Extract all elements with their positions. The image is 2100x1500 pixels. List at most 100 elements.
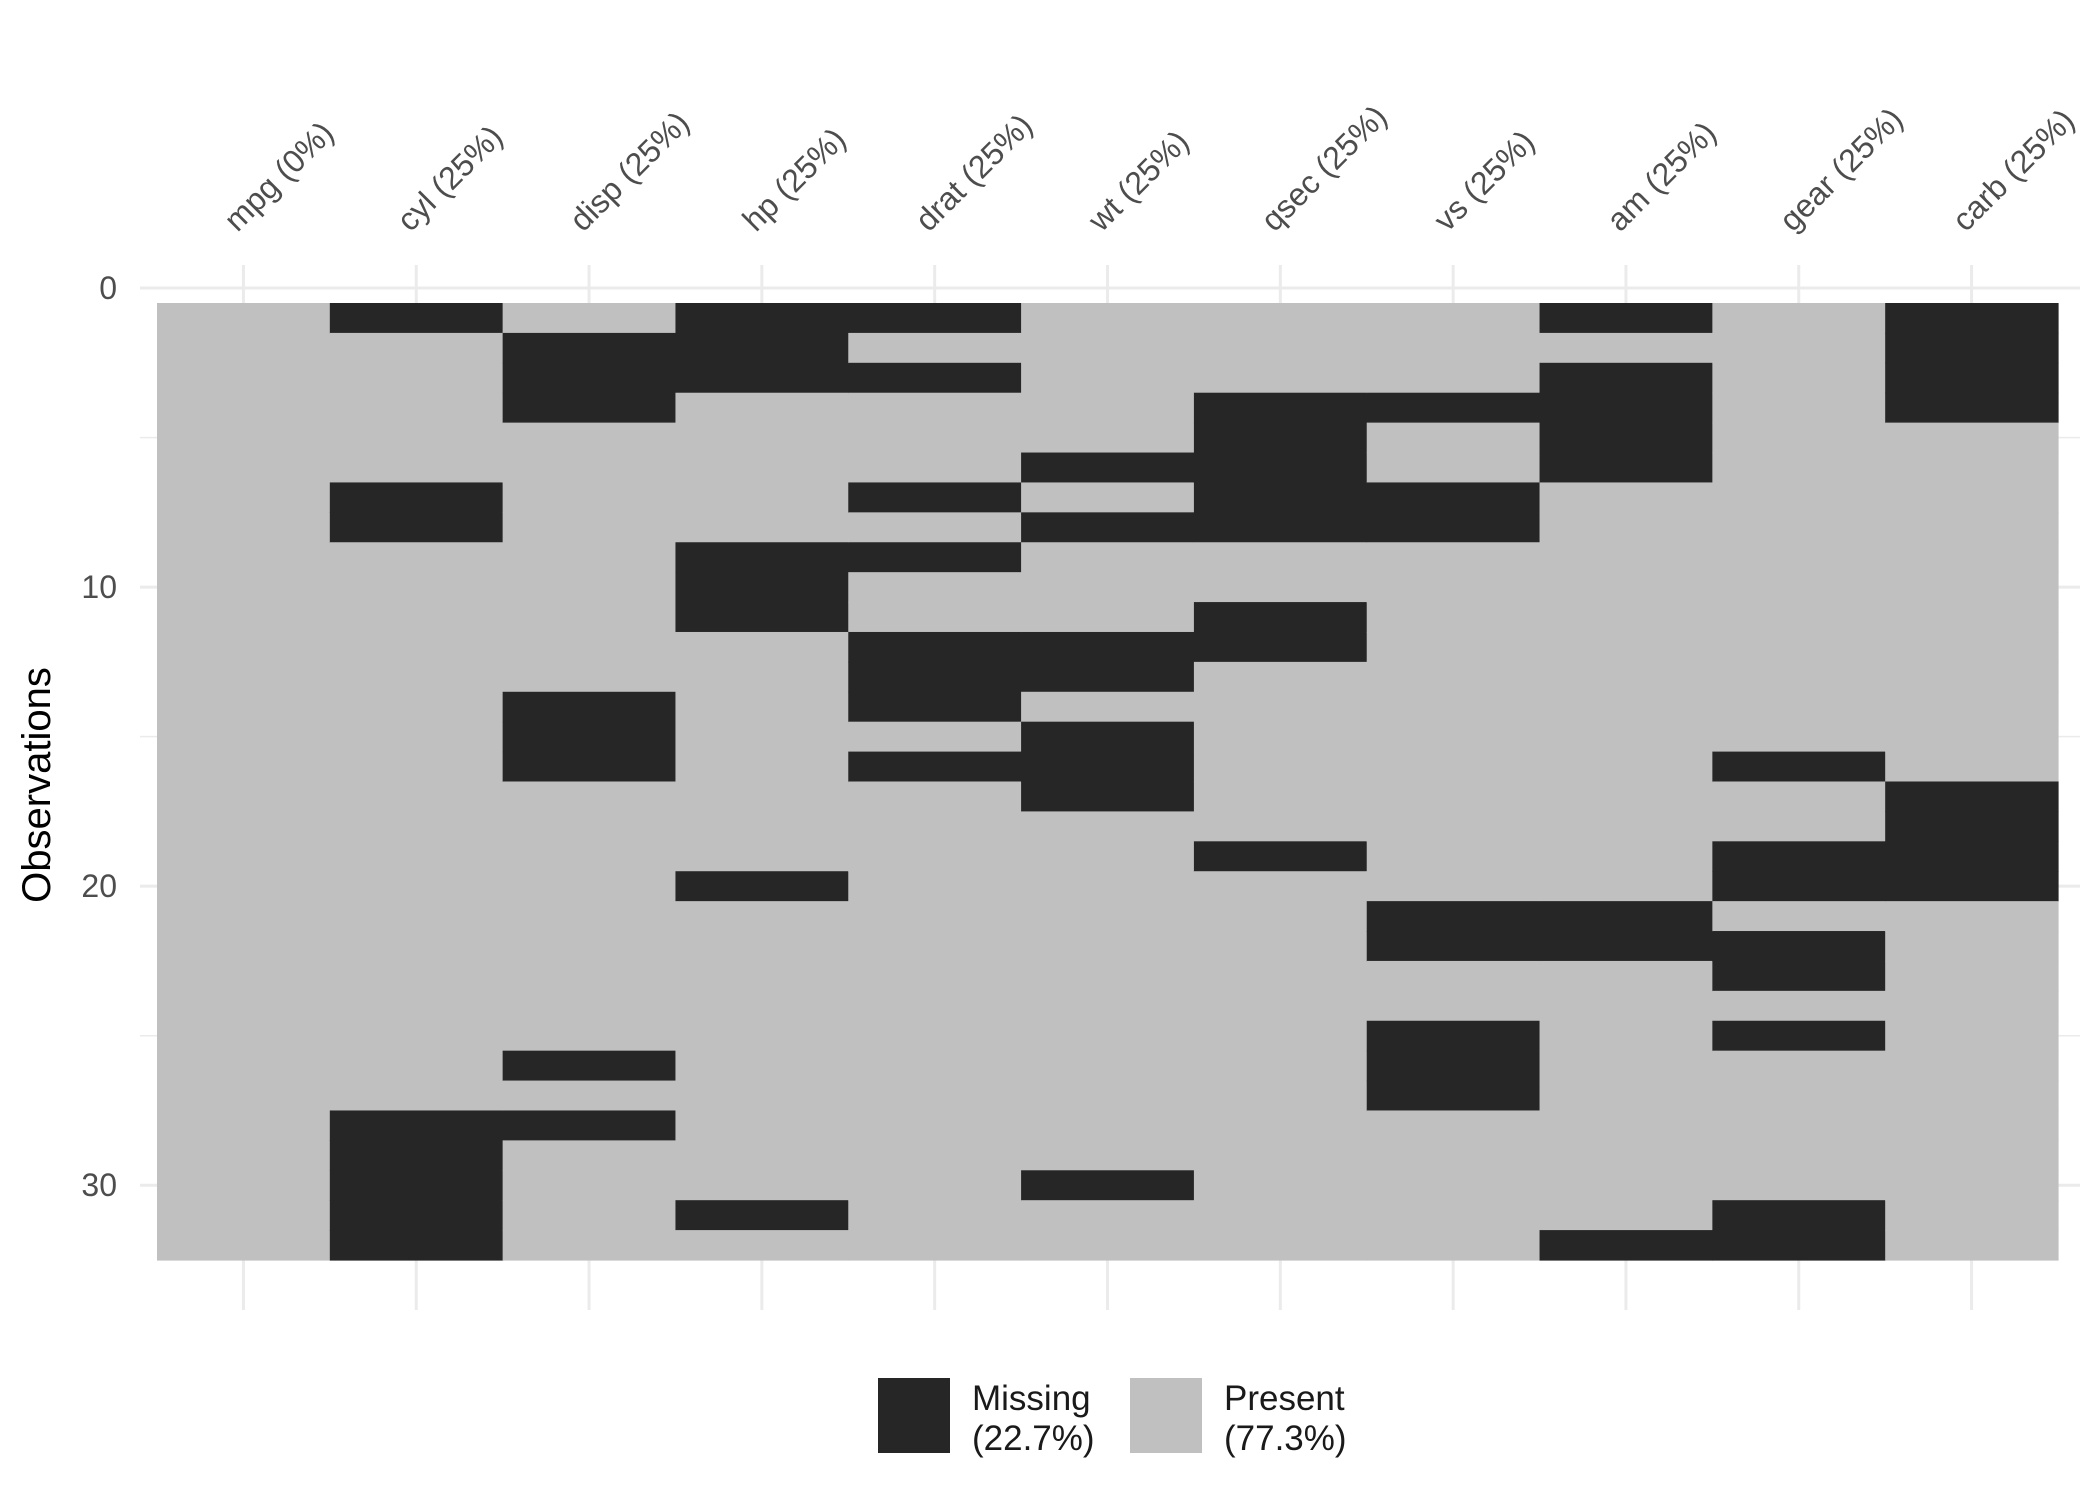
cell-present	[675, 781, 849, 813]
cell-missing	[1539, 392, 1713, 424]
cell-present	[675, 392, 849, 424]
cell-missing	[329, 1200, 504, 1231]
cell-present	[1021, 362, 1195, 394]
cell-present	[329, 392, 504, 424]
cell-present	[1193, 332, 1368, 364]
cell-present	[1021, 1200, 1195, 1231]
cell-present	[157, 452, 331, 484]
cell-present	[502, 303, 677, 334]
cell-present	[1885, 691, 2059, 723]
cell-present	[1885, 1230, 2059, 1261]
column-label: carb (25%)	[1945, 102, 2081, 238]
cell-present	[1021, 542, 1195, 573]
cell-present	[1885, 1110, 2059, 1141]
cell-present	[675, 931, 849, 962]
cell-present	[157, 990, 331, 1022]
cell-present	[848, 721, 1022, 753]
cell-present	[1712, 332, 1886, 364]
cell-present	[157, 422, 331, 454]
cell-missing	[848, 362, 1022, 394]
cell-present	[157, 901, 331, 932]
cell-missing	[1193, 602, 1368, 633]
cell-present	[1366, 362, 1541, 394]
cell-present	[157, 661, 331, 693]
cell-missing	[1885, 811, 2059, 842]
cell-present	[675, 811, 849, 842]
cell-present	[502, 1020, 677, 1052]
cell-present	[1366, 841, 1541, 872]
cell-present	[675, 751, 849, 783]
cell-present	[157, 841, 331, 872]
cell-missing	[1193, 452, 1368, 484]
cell-present	[1366, 661, 1541, 693]
cell-present	[1366, 1110, 1541, 1141]
cell-present	[1712, 303, 1886, 334]
cell-missing	[1021, 751, 1195, 783]
cell-missing	[675, 542, 849, 573]
cell-present	[502, 1230, 677, 1261]
cell-present	[1539, 1140, 1713, 1171]
cell-missing	[1366, 1020, 1541, 1052]
cell-present	[848, 871, 1022, 902]
cell-missing	[675, 602, 849, 633]
cell-present	[848, 1080, 1022, 1112]
cell-present	[157, 362, 331, 394]
cell-missing	[1885, 362, 2059, 394]
legend-label: Missing	[972, 1379, 1091, 1418]
cell-missing	[329, 1110, 504, 1141]
cell-present	[1366, 811, 1541, 842]
cell-present	[1885, 1170, 2059, 1201]
cell-present	[329, 960, 504, 992]
cell-present	[157, 332, 331, 364]
cell-present	[1021, 1140, 1195, 1171]
cell-present	[675, 1020, 849, 1052]
cell-present	[1712, 990, 1886, 1022]
cell-present	[1193, 1170, 1368, 1201]
cell-present	[1712, 901, 1886, 932]
cell-present	[157, 691, 331, 723]
y-tick-label: 30	[81, 1167, 117, 1203]
cell-present	[1712, 1110, 1886, 1141]
cell-present	[1539, 332, 1713, 364]
cell-present	[329, 602, 504, 633]
cell-missing	[675, 303, 849, 334]
cell-missing	[1366, 1050, 1541, 1082]
cell-missing	[848, 751, 1022, 783]
cell-present	[1712, 422, 1886, 454]
cell-present	[1193, 1020, 1368, 1052]
cell-present	[1021, 871, 1195, 902]
column-label: drat (25%)	[908, 107, 1039, 238]
cell-present	[1885, 422, 2059, 454]
cell-present	[1193, 661, 1368, 693]
cell-present	[1193, 1140, 1368, 1171]
cell-missing	[675, 362, 849, 394]
cell-present	[1193, 960, 1368, 992]
y-tick-label: 0	[99, 270, 117, 306]
cell-present	[502, 602, 677, 633]
cell-present	[502, 931, 677, 962]
cell-missing	[1712, 751, 1886, 783]
cell-present	[675, 661, 849, 693]
cell-missing	[502, 392, 677, 424]
cell-missing	[1021, 512, 1195, 543]
cell-present	[848, 332, 1022, 364]
cell-present	[1539, 1020, 1713, 1052]
cell-present	[1885, 452, 2059, 484]
cell-present	[329, 691, 504, 723]
cell-present	[848, 512, 1022, 543]
cell-present	[157, 931, 331, 962]
cell-present	[1366, 960, 1541, 992]
column-label: vs (25%)	[1427, 123, 1542, 238]
cell-present	[848, 1110, 1022, 1141]
cell-present	[848, 1050, 1022, 1082]
cell-present	[675, 960, 849, 992]
cell-missing	[675, 1200, 849, 1231]
cell-missing	[1539, 452, 1713, 484]
cell-present	[1193, 901, 1368, 932]
cell-present	[848, 602, 1022, 633]
legend-label: Present	[1224, 1379, 1345, 1418]
cell-missing	[1539, 303, 1713, 334]
cell-present	[1885, 631, 2059, 663]
cell-present	[848, 811, 1022, 842]
cell-missing	[1193, 422, 1368, 454]
